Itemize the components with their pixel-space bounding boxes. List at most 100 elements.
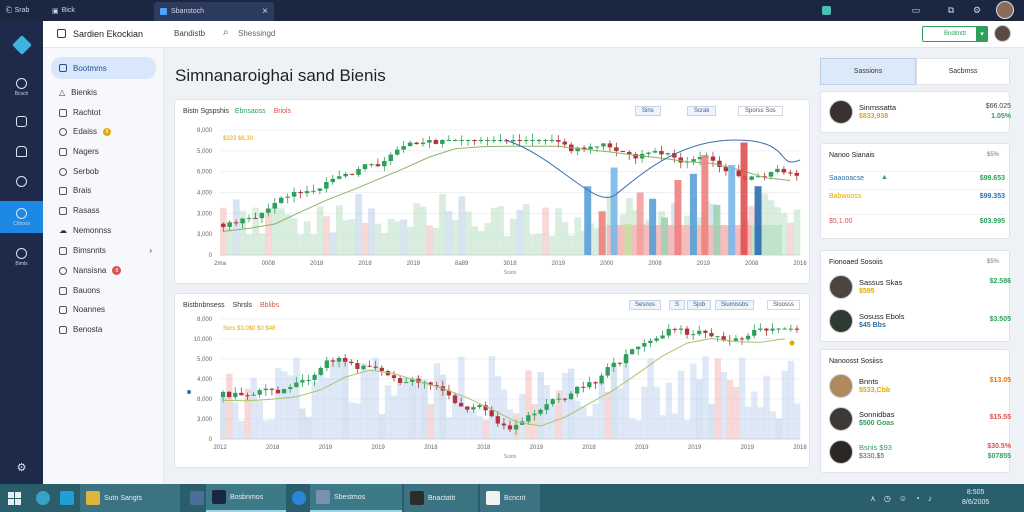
nav-link-bandistb[interactable]: Bandistb [174,29,206,38]
person-row[interactable]: Bsnis $93 $330,$5 $30.5% $07855 [829,440,1011,466]
person-row[interactable]: Sonnidbas $500 Goas $15.55 [829,407,1011,433]
volume-bar [555,208,562,255]
close-tab-icon[interactable]: × [262,6,268,17]
sidebar-item-nagers[interactable]: Nagers [51,142,156,161]
taskbar-pin-2[interactable] [54,484,80,512]
taskbar-pin-1[interactable] [30,484,56,512]
tray-clock[interactable]: 8:505 8/6/2005 [962,489,990,506]
person-avatar [829,275,853,299]
candle-body [538,409,543,414]
overlay-bar [728,165,736,255]
folder-icon [59,206,67,215]
taskbar-task-4[interactable]: Bcncnt [480,484,540,512]
watch-row[interactable]: Babwooss $99.353 [829,189,1005,203]
x-tick-label: 3018 [503,261,517,267]
lock-icon [59,286,67,295]
settings-icon[interactable]: ⚙ [972,5,982,15]
sidebar-item-rachtot[interactable]: Rachtot [51,103,156,122]
taskbar-pin-4[interactable] [286,484,312,512]
taskbar-task-2[interactable]: Sbestmos [310,484,402,512]
tab-sacbmss[interactable]: Sacbmss [916,58,1010,85]
tab-sbanstoch[interactable]: Sbanstoch × [154,2,274,21]
minimize-icon[interactable]: ▭ [911,5,921,15]
person-row[interactable]: Bnnts $533,Cbb $13.05 [829,374,1011,400]
window-titlebar: ⎗ Srab ▣ Bick Sbanstoch × ▭ ⧉ ⚙ [0,0,1024,21]
volume-bar [780,213,788,255]
taskbar-search[interactable]: Sutn Sangts [80,484,180,512]
y-tick-label: 0 [209,253,213,259]
candle-body [478,140,484,142]
sidebar-item-noannes[interactable]: Noannes [51,300,156,319]
menu-srab[interactable]: ⎗ Srab [6,6,30,15]
sidebar-item-brais[interactable]: Brais [51,181,156,200]
chart1-control-1[interactable]: Sins [635,106,661,116]
start-button[interactable] [2,484,27,512]
sidebar-item-edaiss[interactable]: Edaiss 8 [51,122,156,141]
rail-item-target[interactable] [0,165,43,197]
rail-item-users[interactable] [0,135,43,167]
chart1-control-3[interactable]: Sporss Sos [738,106,783,116]
taskbar-pin-3[interactable] [184,484,210,512]
person-row[interactable]: Sassus Skas $595 $2.586 [829,275,1011,301]
sidebar-item-bimsnnts[interactable]: Bimsnnts › [51,241,156,260]
header-avatar[interactable] [994,25,1011,42]
back-icon: ⎗ [6,6,12,14]
taskbar-task-3[interactable]: Bnactatit [404,484,478,512]
volume-bar [525,370,532,439]
menu-bick[interactable]: ▣ Bick [52,7,75,15]
chart2-control-2[interactable]: S [669,300,686,310]
volume-bar [696,379,703,439]
extension-icon[interactable] [815,0,837,21]
x-tick-label: 2019 [697,261,711,267]
rail-item-cbboss[interactable]: Cbboss [0,201,43,233]
rail-item-settings[interactable]: ⚙ [0,451,43,483]
chart2-control-4[interactable]: Siumissbs [715,300,755,310]
watchlist-card: Nanoo Sianais $5% Saaooacse ▲ $98.653 Ba… [820,143,1010,239]
watch-row[interactable]: Saaooacse ▲ $98.653 [829,171,1005,185]
volume-bar [323,377,331,439]
sidebar-item-nemonnss[interactable]: ☁ Nemonnss [59,226,112,235]
chevron-right-icon: › [149,246,152,255]
sidebar-item-nansisna[interactable]: Nansisna 8 [51,261,156,280]
restore-icon[interactable]: ⧉ [947,5,955,15]
sidebar-item-bootmms[interactable]: Bootmms [51,57,156,79]
volume-bar [574,217,582,255]
sidebar-item-serbob[interactable]: Serbob [51,162,156,181]
sidebar-item-benosta[interactable]: Benosta [51,320,156,339]
overlay-bar [701,155,709,255]
chart2-control-1[interactable]: Sesnos [629,300,662,310]
chart1-control-2[interactable]: Scrak [687,106,717,116]
person-row[interactable]: Sinmssatta $833,938 $66.025 1.05% [829,100,1011,126]
volume-bar [531,403,538,439]
candle-body [285,196,290,198]
person-row[interactable]: Sosuss Ebols $45 Bbs $3.505 [829,309,1011,335]
person-avatar [829,100,853,124]
search-box[interactable]: ⌕ Shessingd [220,25,410,43]
search-input[interactable]: Shessingd [238,29,276,38]
taskbar-task-1[interactable]: Bosbnmos [206,484,286,512]
volume-bar [360,363,367,439]
sidebar-item-rasass[interactable]: Rasass [51,201,156,220]
candle-body [278,197,284,203]
tab-sassions[interactable]: Sassions [820,58,916,85]
watch-row[interactable]: $5,1.00 $03.995 [829,214,1005,228]
x-tick-label: 2019 [741,445,755,451]
user-avatar[interactable] [996,1,1014,19]
rail-item-bimls[interactable]: Bimls [0,241,43,273]
candle-body [614,147,619,152]
volume-bar [458,196,466,255]
rail-item-inbox[interactable] [0,105,43,137]
rail-logo[interactable] [0,29,43,61]
candle-body [660,335,665,339]
action-dropdown-button[interactable]: ▾ [976,26,988,42]
sidebar-item-bienkis[interactable]: △ Bienkis [59,88,97,97]
overlay-bar [740,142,748,255]
chart2-control-5[interactable]: Sloosss [767,300,801,310]
x-tick-label: 2018 [358,261,372,267]
chart2-control-3[interactable]: Sjob [687,300,712,310]
system-tray[interactable]: ⋏ ◷ ☺ ◔ ♪ [870,484,932,512]
candle-body [636,346,641,350]
candle-body [715,336,720,338]
sidebar-item-bauons[interactable]: Bauons [51,281,156,300]
rail-item-bcsch[interactable]: Bcsch [0,71,43,103]
